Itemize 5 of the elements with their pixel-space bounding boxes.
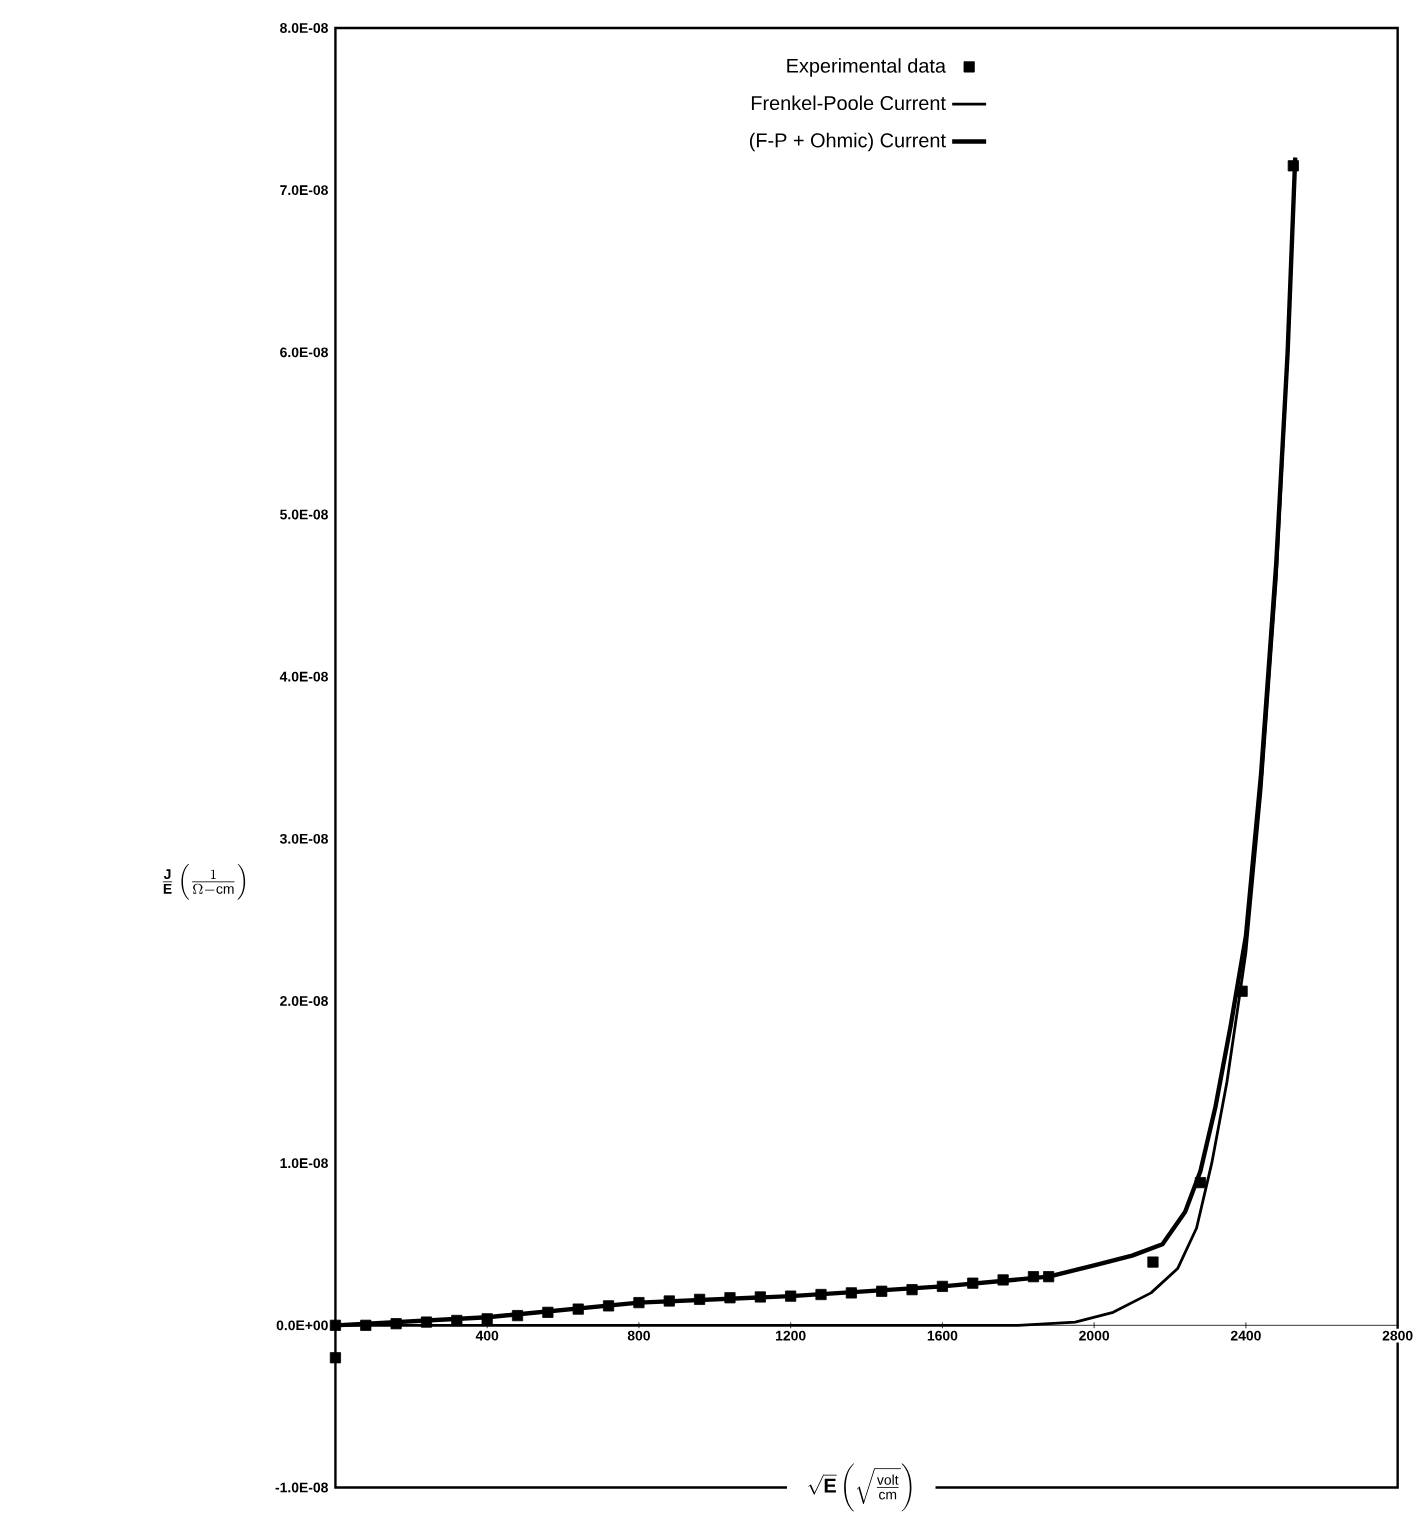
y-axis-title: $\frac{\mathbf{J}}{\mathbf{E}}\left(\frac{1}{\Omega-\mathrm{cm}}\right)$ <box>163 863 246 900</box>
legend-label: Experimental data <box>787 58 947 77</box>
x-axis-title: $\sqrt{\mathbf{E}}\left(\sqrt{\frac{\mathrm{volt}}{\mathrm{cm}}}\right)$ <box>808 1463 912 1512</box>
legend-label: Frenkel-Poole Current <box>752 95 947 111</box>
legend-label: (F-P + Ohmic) Current <box>750 132 947 152</box>
